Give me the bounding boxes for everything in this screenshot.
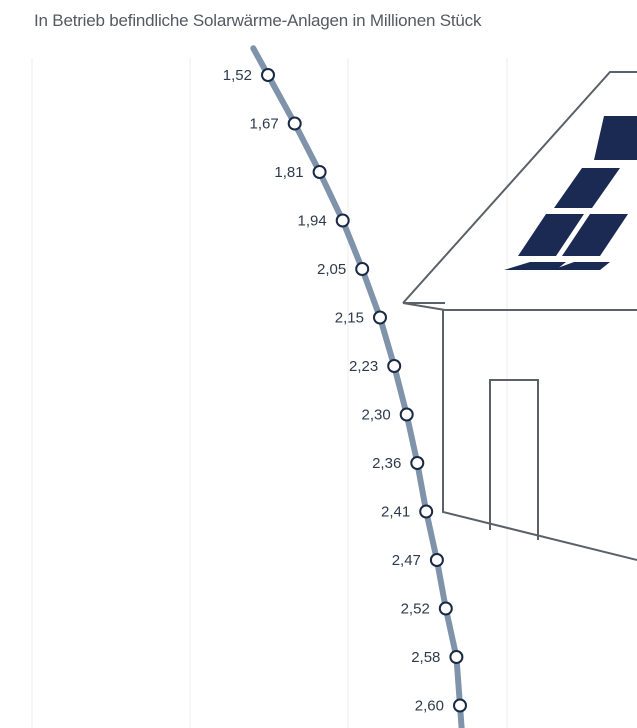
solar-panel xyxy=(504,262,566,270)
grid-lines xyxy=(31,58,508,728)
data-label: 2,36 xyxy=(372,455,401,472)
data-label: 1,67 xyxy=(249,116,278,133)
data-label: 1,94 xyxy=(297,213,326,230)
series-line-group: 1,52 1,67 1,81 1,94 2,05 2,15 2,23 2,30 2,36 2,41… xyxy=(223,45,467,728)
solar-panel xyxy=(562,214,628,256)
data-label: 2,23 xyxy=(349,358,378,375)
chart-title: In Betrieb befindliche Solarwärme-Anlage… xyxy=(34,11,482,30)
solar-panel xyxy=(552,262,610,270)
data-point xyxy=(387,359,402,373)
solar-panel xyxy=(594,116,637,160)
solar-panel xyxy=(554,168,620,208)
house-wall xyxy=(442,310,637,561)
data-point xyxy=(355,262,370,276)
data-point xyxy=(399,407,414,422)
series-line xyxy=(250,45,465,728)
solar-panels xyxy=(504,116,637,270)
data-point xyxy=(438,601,453,616)
data-point xyxy=(261,68,275,82)
data-label: 2,05 xyxy=(317,261,346,278)
data-point xyxy=(453,698,467,713)
house-roof-edge xyxy=(402,302,637,311)
data-label: 1,52 xyxy=(223,67,252,84)
data-label: 1,81 xyxy=(274,164,303,181)
data-label: 2,47 xyxy=(392,552,421,569)
data-point xyxy=(373,310,387,325)
house-roof xyxy=(402,71,637,304)
house-door xyxy=(489,379,539,540)
data-point xyxy=(410,456,425,470)
data-point xyxy=(312,165,327,179)
data-point xyxy=(287,116,302,131)
data-label: 2,58 xyxy=(411,649,440,666)
data-label: 2,15 xyxy=(335,310,364,327)
data-point xyxy=(335,213,350,228)
data-label: 2,52 xyxy=(401,601,430,618)
data-label: 2,60 xyxy=(415,698,444,715)
solar-panel xyxy=(518,214,584,256)
data-label: 2,30 xyxy=(361,407,390,424)
data-label: 2,41 xyxy=(381,504,410,521)
house-illustration xyxy=(402,71,637,561)
data-point xyxy=(429,553,444,567)
data-point xyxy=(419,504,434,519)
data-point xyxy=(449,650,464,664)
